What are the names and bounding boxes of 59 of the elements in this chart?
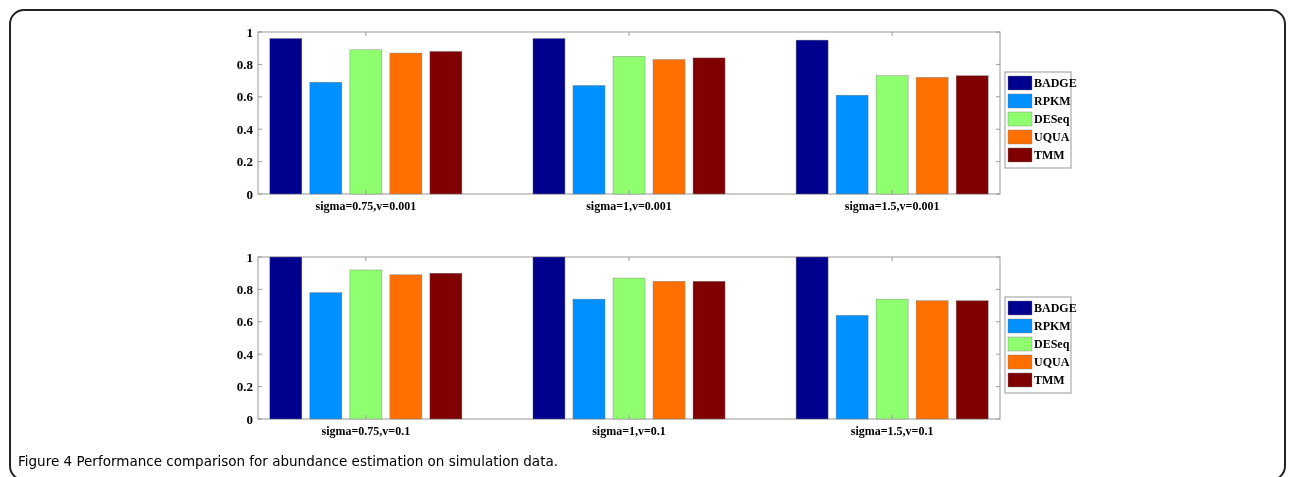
bar: [955, 300, 989, 420]
y-tick-label: 0.2: [236, 379, 253, 395]
bar: [795, 39, 829, 195]
legend-label: DESeq: [1034, 112, 1070, 127]
bar: [915, 77, 949, 195]
legend-label: BADGE: [1034, 76, 1077, 91]
bar: [532, 256, 566, 420]
bar: [915, 300, 949, 420]
bar: [612, 277, 646, 420]
bar: [309, 82, 343, 195]
y-tick-label: 0: [246, 411, 253, 427]
x-tick-label: sigma=1.5,v=0.001: [844, 199, 940, 213]
y-tick-label: 0.4: [236, 121, 254, 137]
bar: [429, 273, 463, 420]
y-tick-label: 1: [246, 24, 253, 40]
bar: [795, 256, 829, 420]
y-tick-label: 0.8: [236, 281, 254, 297]
bar: [269, 38, 303, 195]
y-tick-label: 0: [246, 186, 253, 202]
bar: [692, 281, 726, 420]
legend-label: UQUA: [1034, 355, 1070, 370]
legend-label: DESeq: [1034, 337, 1070, 352]
bar: [835, 94, 869, 195]
bar: [875, 298, 909, 420]
y-tick-label: 0.4: [236, 346, 254, 362]
y-tick-label: 0.6: [236, 314, 254, 330]
legend-label: RPKM: [1034, 94, 1071, 109]
bar: [955, 75, 989, 195]
caption: Figure 4 Performance comparison for abundance estimation on simulation data.: [18, 453, 558, 469]
y-tick-label: 0.2: [236, 154, 253, 170]
x-tick-label: sigma=0.75,v=0.001: [315, 199, 417, 213]
bar: [389, 274, 423, 420]
bar: [269, 256, 303, 420]
bar: [612, 56, 646, 195]
bar: [532, 38, 566, 195]
x-tick-label: sigma=1.5,v=0.1: [850, 424, 934, 438]
bar: [692, 57, 726, 195]
legend-label: RPKM: [1034, 319, 1071, 334]
y-tick-label: 0.6: [236, 89, 254, 105]
bar: [349, 49, 383, 195]
bar: [875, 75, 909, 195]
legend-label: BADGE: [1034, 301, 1077, 316]
legend-label: TMM: [1034, 148, 1065, 163]
x-tick-label: sigma=1,v=0.001: [586, 199, 672, 213]
x-tick-label: sigma=1,v=0.1: [592, 424, 666, 438]
bar: [835, 315, 869, 420]
bar: [572, 85, 606, 195]
y-tick-label: 0.8: [236, 56, 254, 72]
bar: [652, 281, 686, 420]
bar: [309, 292, 343, 420]
bar: [349, 269, 383, 420]
bar: [429, 51, 463, 195]
y-tick-label: 1: [246, 249, 253, 265]
x-tick-label: sigma=0.75,v=0.1: [321, 424, 411, 438]
bar: [389, 52, 423, 195]
legend-label: UQUA: [1034, 130, 1070, 145]
bar: [652, 59, 686, 195]
legend-label: TMM: [1034, 373, 1065, 388]
bar: [572, 298, 606, 420]
